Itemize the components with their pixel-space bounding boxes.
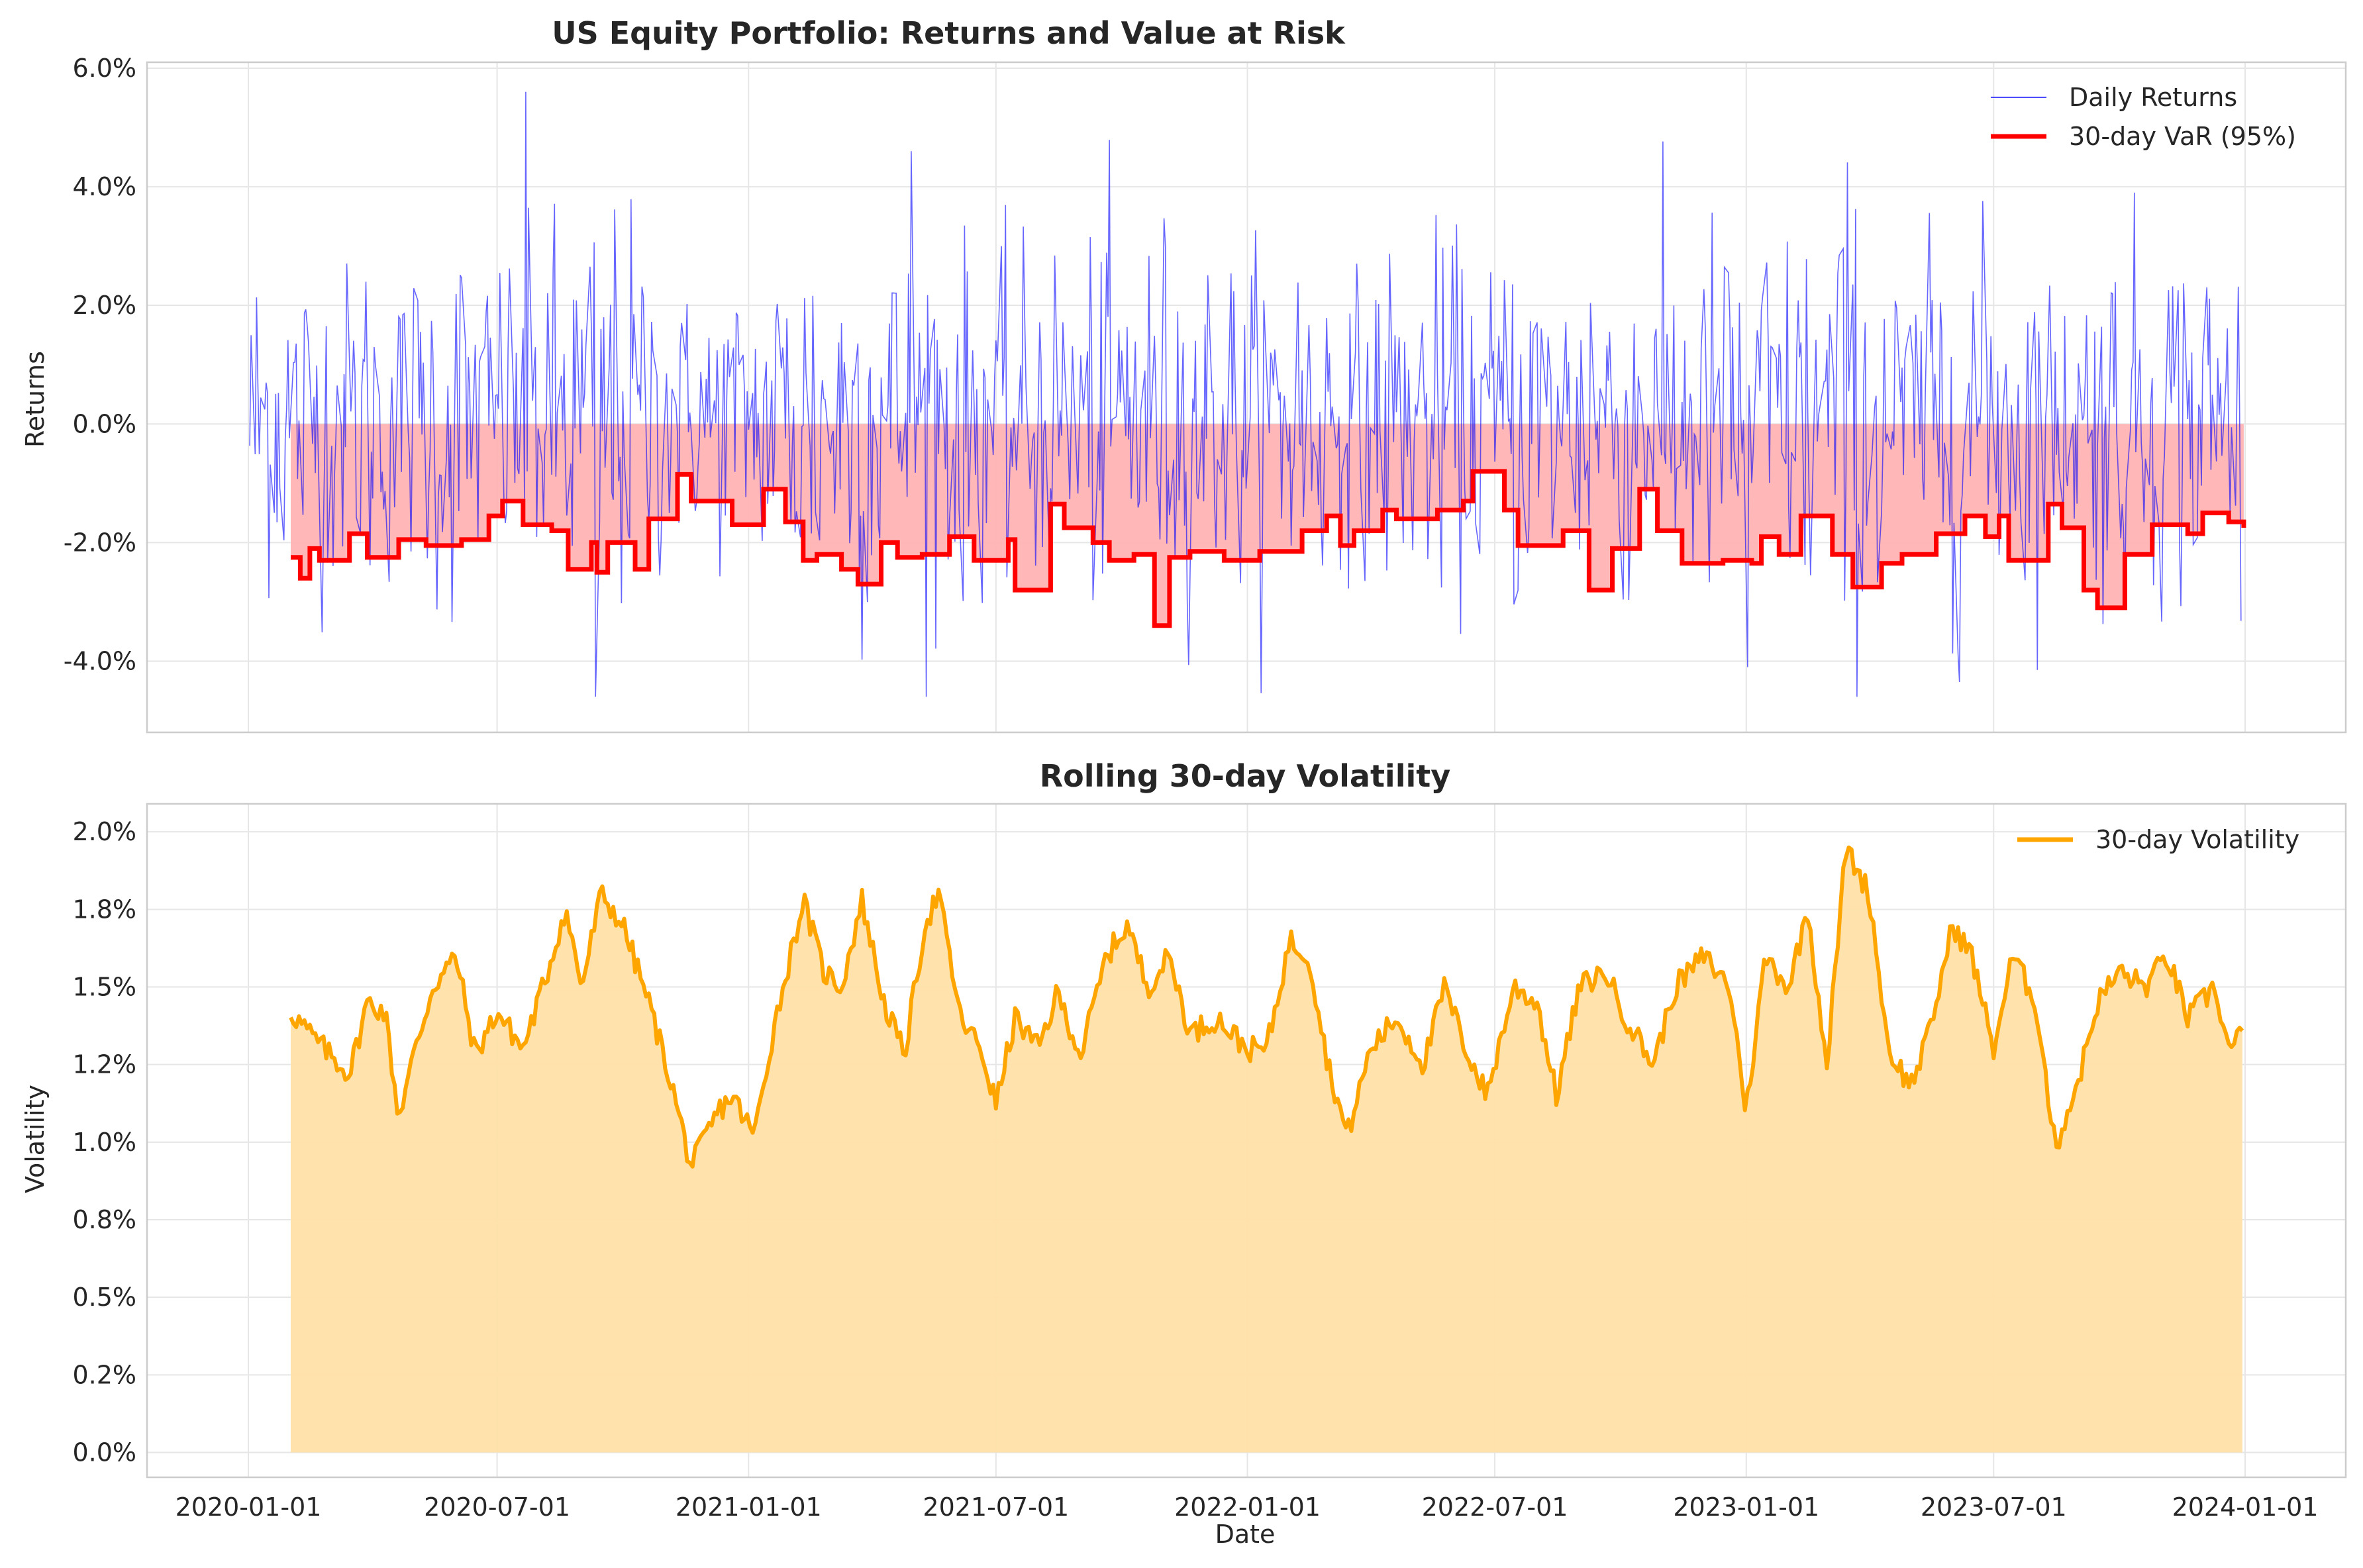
date-x-tick-label: 2020-07-01 <box>424 1493 570 1522</box>
returns-y-tick-label: 4.0% <box>72 172 136 201</box>
date-x-tick-label: 2021-01-01 <box>676 1493 822 1522</box>
volatility-y-tick-label: 0.5% <box>72 1283 136 1312</box>
date-x-tick-label: 2022-01-01 <box>1174 1493 1321 1522</box>
legend-label-volatility: 30-day Volatility <box>2095 825 2299 854</box>
legend-label-daily-returns: Daily Returns <box>2069 83 2237 112</box>
volatility-y-axis-label: Volatility <box>21 1085 50 1193</box>
volatility-y-tick-label: 1.2% <box>72 1050 136 1079</box>
var-line <box>291 469 2246 628</box>
daily-returns-line <box>249 91 2242 697</box>
volatility-y-tick-label: 1.0% <box>72 1128 136 1157</box>
date-x-tick-label: 2021-07-01 <box>923 1493 1069 1522</box>
volatility-plot-frame <box>146 803 2347 1479</box>
returns-y-tick-label: -4.0% <box>64 647 136 676</box>
volatility-chart-title: Rolling 30-day Volatility <box>1040 758 1450 794</box>
returns-legend: Daily Returns 30-day VaR (95%) <box>1991 83 2296 151</box>
volatility-y-tick-label: 0.8% <box>72 1205 136 1234</box>
volatility-legend: 30-day Volatility <box>2017 825 2299 854</box>
returns-plot-frame <box>146 61 2347 734</box>
volatility-y-tick-label: 1.5% <box>72 973 136 1002</box>
date-x-axis-label: Date <box>1215 1520 1276 1549</box>
volatility-y-tick-label: 0.2% <box>72 1360 136 1389</box>
var-fill-area <box>291 424 2244 626</box>
volatility-y-tick-label: 0.0% <box>72 1438 136 1467</box>
volatility-area <box>291 847 2242 1453</box>
legend-label-var: 30-day VaR (95%) <box>2069 122 2296 151</box>
volatility-y-ticks: 0.0% 0.2% 0.5% 0.8% 1.0% 1.2% 1.5% 1.8% 2.0% <box>72 817 136 1467</box>
date-x-tick-label: 2023-01-01 <box>1673 1493 1819 1522</box>
volatility-y-tick-label: 2.0% <box>72 817 136 846</box>
returns-y-ticks: -4.0% -2.0% 0.0% 2.0% 4.0% 6.0% <box>64 54 136 676</box>
date-x-tick-label: 2023-07-01 <box>1921 1493 2067 1522</box>
returns-y-tick-label: -2.0% <box>64 528 136 557</box>
volatility-y-tick-label: 1.8% <box>72 895 136 924</box>
returns-chart-title: US Equity Portfolio: Returns and Value a… <box>552 15 1346 51</box>
daily-returns-series <box>249 91 2242 697</box>
volatility-series <box>289 845 2244 1169</box>
returns-y-tick-label: 6.0% <box>72 54 136 83</box>
returns-y-tick-label: 2.0% <box>72 291 136 320</box>
returns-y-axis-label: Returns <box>21 351 50 448</box>
returns-y-tick-label: 0.0% <box>72 409 136 438</box>
volatility-line <box>289 845 2244 1169</box>
date-x-tick-label: 2022-07-01 <box>1422 1493 1568 1522</box>
var-fill-area <box>291 424 2244 626</box>
volatility-panel: Rolling 30-day Volatility Volatility Dat… <box>21 758 2347 1549</box>
var-series <box>291 469 2246 628</box>
date-x-tick-label: 2024-01-01 <box>2172 1493 2319 1522</box>
date-x-tick-label: 2020-01-01 <box>176 1493 322 1522</box>
volatility-fill-area <box>291 847 2242 1453</box>
returns-panel: US Equity Portfolio: Returns and Value a… <box>21 15 2347 734</box>
date-x-ticks: 2020-01-01 2020-07-01 2021-01-01 2021-07-01… <box>176 1493 2319 1522</box>
